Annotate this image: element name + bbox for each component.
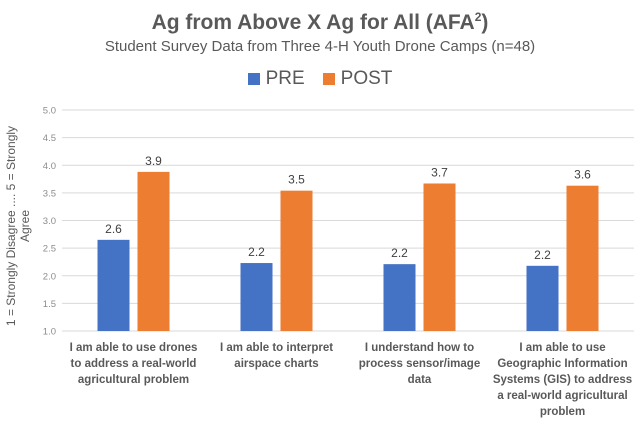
legend-label-pre: PRE <box>265 68 305 89</box>
title-text: Ag from Above X Ag for All (AFA <box>151 11 475 34</box>
data-label: 2.2 <box>248 245 265 259</box>
title-close: ) <box>481 11 489 34</box>
bar-pre <box>97 239 130 331</box>
y-tick-label: 5.0 <box>43 106 56 117</box>
bar-pre <box>240 263 273 331</box>
legend-swatch-pre <box>247 73 260 85</box>
data-label: 2.2 <box>391 246 408 260</box>
legend-label-post: POST <box>340 68 393 89</box>
chart-subtitle: Student Survey Data from Three 4-H Youth… <box>104 38 536 55</box>
bar-pre <box>383 264 416 331</box>
y-tick-label: 4.0 <box>43 161 56 172</box>
y-tick-label: 3.0 <box>43 216 56 227</box>
legend-swatch-post <box>322 73 335 85</box>
data-label: 3.5 <box>288 173 305 187</box>
bar-pre <box>526 265 559 331</box>
y-tick-label: 4.5 <box>43 133 56 144</box>
y-tick-label: 2.0 <box>43 271 56 282</box>
y-tick-label: 3.5 <box>43 188 56 199</box>
bar-post <box>137 171 170 331</box>
y-tick-label: 2.5 <box>43 244 56 255</box>
bar-post <box>280 190 313 331</box>
data-label: 3.7 <box>431 165 448 179</box>
legend-item-pre: PRE <box>247 68 305 90</box>
x-tick-label: I am able to interpret airspace charts <box>219 342 334 370</box>
title-superscript: 2 <box>474 10 482 24</box>
data-label: 2.2 <box>534 248 551 262</box>
bar-post <box>423 183 456 331</box>
data-label: 3.9 <box>145 154 162 168</box>
data-label: 2.6 <box>105 222 122 236</box>
legend-item-post: POST <box>322 68 393 90</box>
y-tick-label: 1.5 <box>43 299 56 310</box>
x-tick-label: I am able to use drones to address a rea… <box>69 342 198 386</box>
y-tick-label: 1.0 <box>43 327 56 338</box>
x-tick-label: I am able to use Geographic Information … <box>492 342 633 418</box>
chart-title: Ag from Above X Ag for All (AFA2) <box>0 10 640 35</box>
x-tick-label: I understand how to process sensor/image… <box>358 342 481 386</box>
legend: PRE POST <box>0 68 640 90</box>
bar-post <box>566 185 599 331</box>
data-label: 3.6 <box>574 168 591 182</box>
